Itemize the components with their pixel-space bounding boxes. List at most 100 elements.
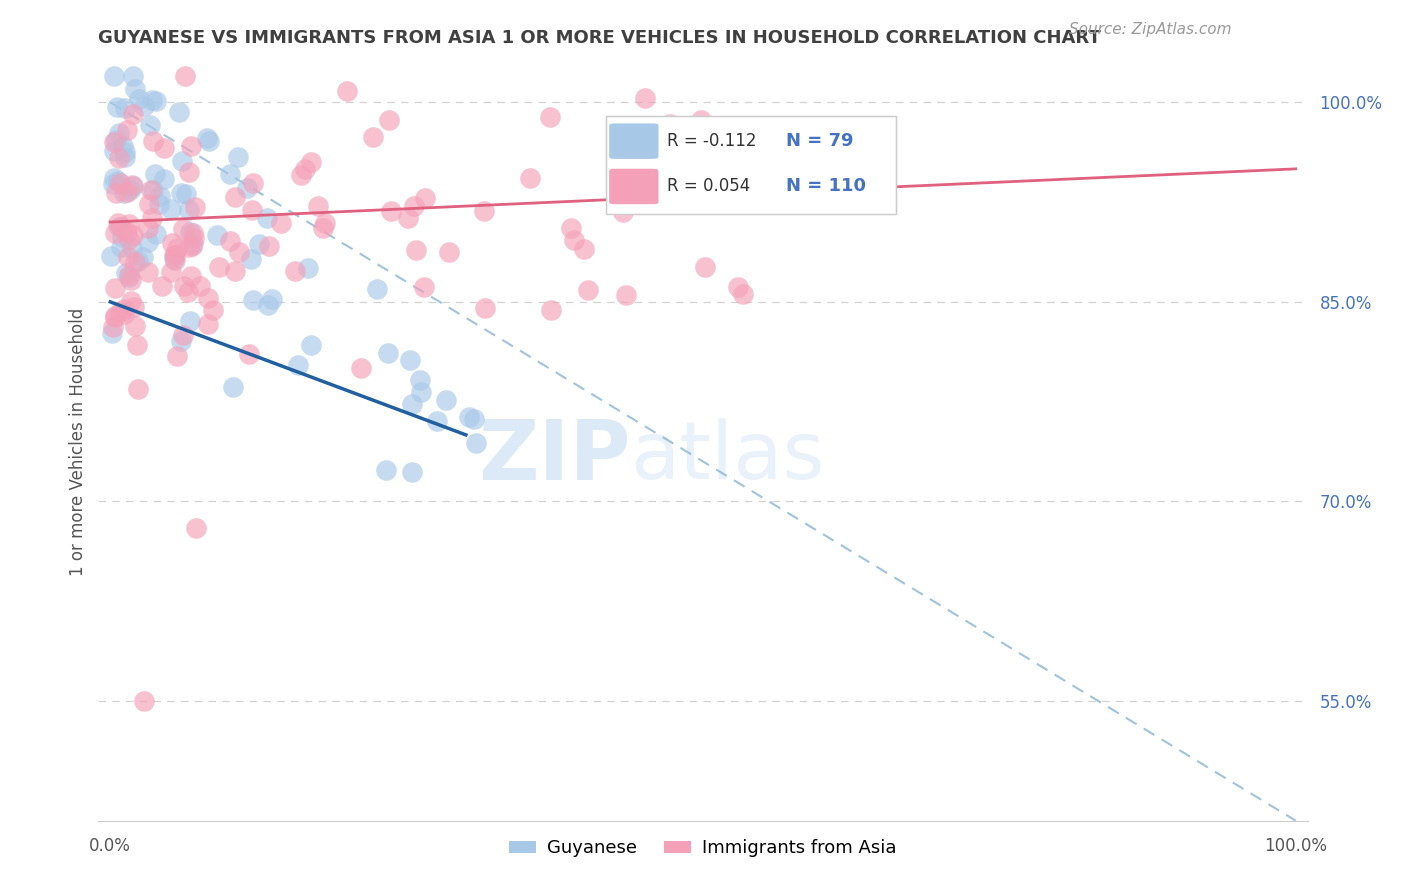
Point — [465, 435, 488, 450]
Point — [301, 338, 323, 352]
Point — [222, 380, 245, 394]
Text: atlas: atlas — [630, 417, 825, 496]
Point — [205, 228, 228, 243]
Point — [143, 168, 166, 182]
Point — [299, 154, 322, 169]
Point — [224, 190, 246, 204]
Point — [690, 112, 713, 127]
Point — [413, 191, 436, 205]
Point — [350, 361, 373, 376]
Point — [103, 69, 125, 83]
Point — [166, 349, 188, 363]
Point — [242, 293, 264, 307]
Point — [101, 320, 124, 334]
Point — [112, 306, 135, 320]
Point — [145, 227, 167, 241]
Point — [105, 100, 128, 114]
Point — [104, 310, 127, 325]
Point — [172, 328, 194, 343]
Point — [104, 226, 127, 240]
Point — [173, 279, 195, 293]
Point — [100, 250, 122, 264]
Point — [153, 171, 176, 186]
Point — [112, 302, 135, 317]
Point — [177, 203, 200, 218]
Point — [284, 264, 307, 278]
Point — [238, 347, 260, 361]
Point — [218, 234, 240, 248]
Point — [188, 279, 211, 293]
Point — [240, 203, 263, 218]
Point — [170, 186, 193, 200]
Point — [560, 221, 582, 235]
Point — [148, 197, 170, 211]
Point — [197, 134, 219, 148]
Point — [180, 139, 202, 153]
Point — [260, 292, 283, 306]
Point — [396, 211, 419, 225]
Point — [104, 309, 127, 323]
Point — [181, 236, 204, 251]
Point — [131, 250, 153, 264]
Point — [201, 302, 224, 317]
Point — [256, 211, 278, 225]
Point — [179, 165, 201, 179]
Point — [104, 186, 127, 200]
Point — [377, 346, 399, 360]
Point — [124, 254, 146, 268]
Point — [138, 196, 160, 211]
Point — [434, 392, 457, 407]
Point — [163, 253, 186, 268]
Point — [103, 170, 125, 185]
Point — [247, 237, 270, 252]
Point — [363, 130, 385, 145]
Point — [124, 81, 146, 95]
Point — [152, 141, 174, 155]
Point — [110, 220, 132, 235]
Point — [239, 252, 262, 266]
Point — [172, 222, 194, 236]
Point — [426, 414, 449, 428]
Point — [163, 248, 186, 262]
Point — [127, 382, 149, 396]
Legend: Guyanese, Immigrants from Asia: Guyanese, Immigrants from Asia — [502, 832, 904, 864]
Point — [114, 145, 136, 160]
Point — [183, 231, 205, 245]
Point — [458, 410, 481, 425]
Point — [107, 174, 129, 188]
Point — [118, 232, 141, 246]
Point — [122, 228, 145, 243]
Point — [141, 93, 163, 107]
Point — [163, 248, 186, 262]
Point — [290, 168, 312, 182]
Point — [122, 107, 145, 121]
Point — [401, 465, 423, 479]
Point — [142, 134, 165, 148]
Point — [176, 186, 198, 201]
Point — [574, 242, 596, 256]
Point — [405, 243, 427, 257]
Point — [226, 150, 249, 164]
Point — [413, 280, 436, 294]
Point — [132, 694, 155, 708]
Point — [374, 463, 396, 477]
Point — [336, 84, 359, 98]
Point — [693, 260, 716, 274]
Point — [177, 239, 200, 253]
Point — [114, 102, 136, 116]
Point — [727, 280, 749, 294]
Point — [136, 235, 159, 249]
Point — [115, 185, 138, 199]
Point — [170, 334, 193, 348]
Point — [634, 91, 657, 105]
Point — [136, 221, 159, 235]
Point — [108, 305, 131, 319]
Point — [197, 317, 219, 331]
Point — [616, 288, 638, 302]
Point — [141, 211, 163, 226]
Point — [100, 326, 122, 340]
Point — [115, 225, 138, 239]
Point — [228, 244, 250, 259]
Point — [576, 283, 599, 297]
Point — [121, 178, 143, 193]
